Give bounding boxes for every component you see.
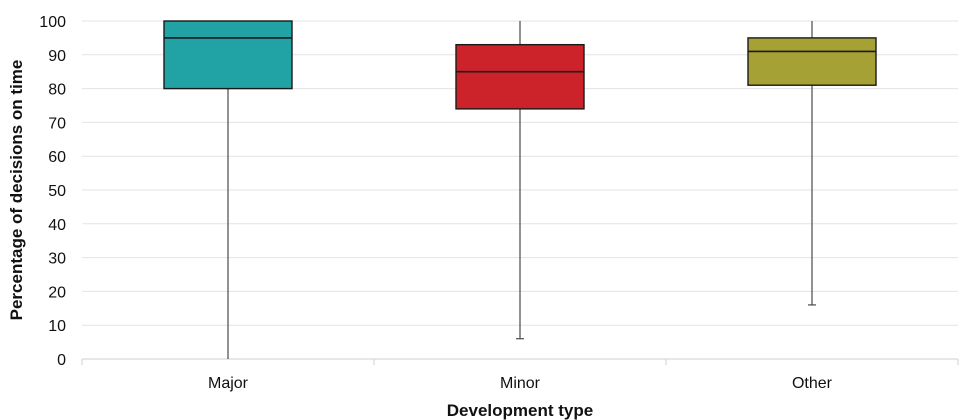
y-tick-label: 20 [48,284,66,301]
x-axis [81,358,959,365]
box-other [747,21,877,306]
y-tick-label: 50 [48,183,66,200]
y-tick-labels: 0 10 20 30 40 50 60 70 80 90 100 [39,14,66,369]
y-tick-label: 70 [48,115,66,132]
box-body [455,43,585,110]
box-minor [455,21,585,340]
y-tick-label: 10 [48,318,66,335]
y-tick-label: 80 [48,82,66,99]
y-axis-title: Percentage of decisions on time [7,60,26,321]
y-tick-label: 0 [57,352,66,369]
boxes [163,20,877,359]
box-major [163,20,293,359]
box-body [747,37,877,86]
x-tick-label: Minor [500,375,541,392]
x-tick-label: Major [208,375,249,392]
x-tick-labels: Major Minor Other [208,375,833,392]
y-tick-label: 90 [48,48,66,65]
box-body [163,20,293,90]
x-axis-title: Development type [447,401,593,420]
y-tick-label: 60 [48,149,66,166]
y-tick-label: 40 [48,217,66,234]
y-tick-label: 30 [48,251,66,268]
y-tick-label: 100 [39,14,66,31]
x-tick-label: Other [792,375,833,392]
